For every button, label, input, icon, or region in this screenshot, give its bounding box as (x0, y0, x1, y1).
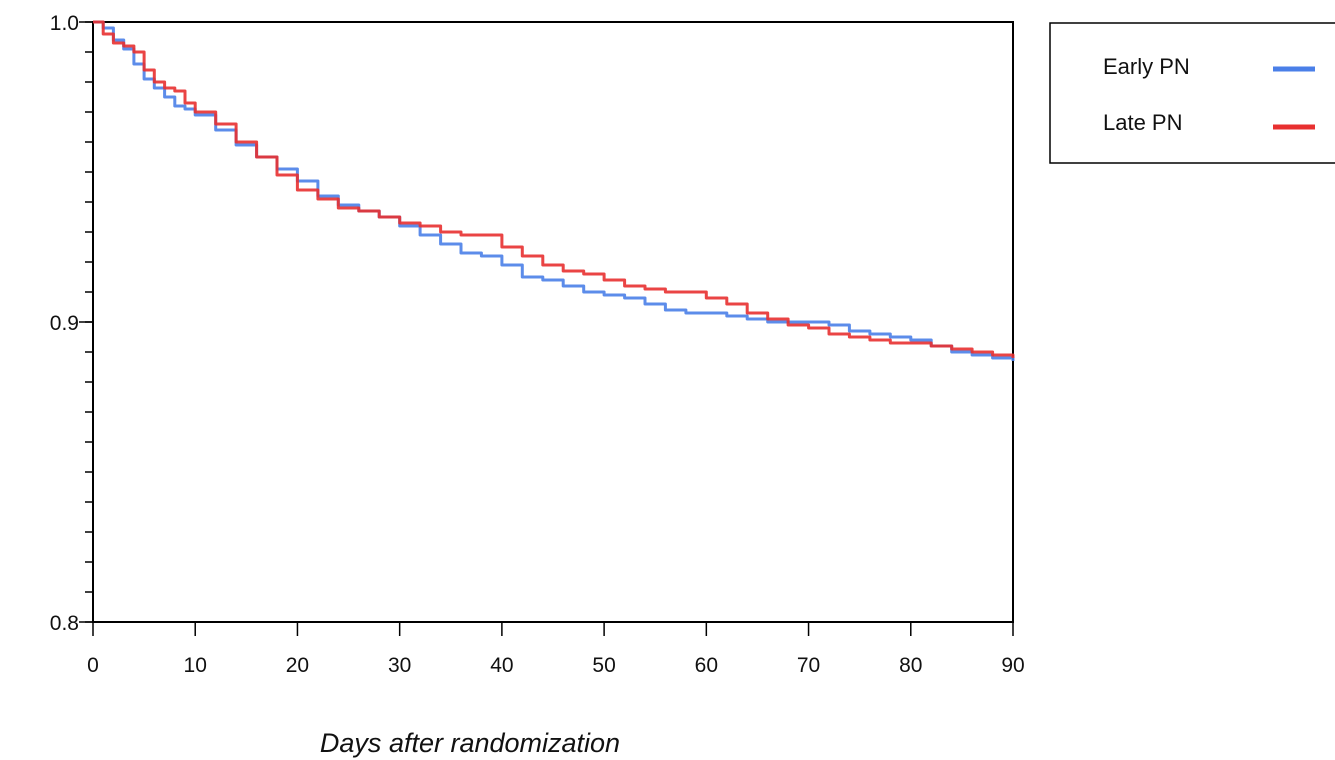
y-tick-label: 1.0 (50, 12, 79, 35)
x-tick-label: 20 (286, 654, 309, 677)
x-tick-label: 40 (490, 654, 513, 677)
plot-frame (92, 21, 1014, 623)
series-line-early-pn (93, 20, 1015, 361)
legend-box (1049, 22, 1335, 164)
x-tick-label: 90 (1001, 654, 1024, 677)
legend-label-early-pn: Early PN (1103, 54, 1190, 79)
x-tick-label: 60 (695, 654, 718, 677)
legend: Early PN Late PN (1049, 22, 1335, 164)
x-tick-label: 10 (184, 654, 207, 677)
x-axis-title: Days after randomization (320, 728, 620, 758)
y-tick-label: 0.8 (50, 612, 79, 635)
legend-label-late-pn: Late PN (1103, 110, 1183, 135)
series-line-late-pn (93, 20, 1015, 358)
x-tick-label: 70 (797, 654, 820, 677)
x-axis-ticks: 0 10 20 30 40 50 60 70 80 90 (87, 622, 1025, 677)
x-tick-label: 50 (592, 654, 615, 677)
x-tick-label: 0 (87, 654, 99, 677)
series-layer (93, 20, 1015, 361)
x-tick-label: 80 (899, 654, 922, 677)
y-axis-ticks: 0.8 0.9 1.0 (50, 12, 93, 635)
x-tick-label: 30 (388, 654, 411, 677)
y-tick-label: 0.9 (50, 312, 79, 335)
